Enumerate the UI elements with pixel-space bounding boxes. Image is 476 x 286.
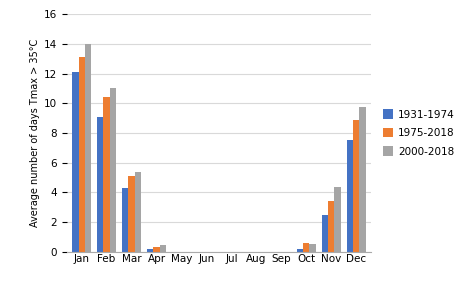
Bar [85, 44, 91, 252]
Bar [72, 72, 79, 252]
Bar [122, 188, 129, 252]
Bar [109, 88, 116, 252]
Bar [335, 187, 341, 252]
Bar [297, 249, 303, 252]
Bar [328, 201, 335, 252]
Bar [309, 243, 316, 252]
Bar [153, 247, 159, 252]
Bar [359, 107, 366, 252]
Bar [135, 172, 141, 252]
Legend: 1931-1974, 1975-2018, 2000-2018: 1931-1974, 1975-2018, 2000-2018 [379, 106, 458, 160]
Y-axis label: Average number of days Tmax > 35°C: Average number of days Tmax > 35°C [30, 39, 40, 227]
Bar [159, 245, 166, 252]
Bar [97, 117, 103, 252]
Bar [103, 97, 109, 252]
Bar [79, 57, 85, 252]
Bar [353, 120, 359, 252]
Bar [129, 176, 135, 252]
Bar [303, 243, 309, 252]
Bar [147, 249, 153, 252]
Bar [322, 214, 328, 252]
Bar [347, 140, 353, 252]
